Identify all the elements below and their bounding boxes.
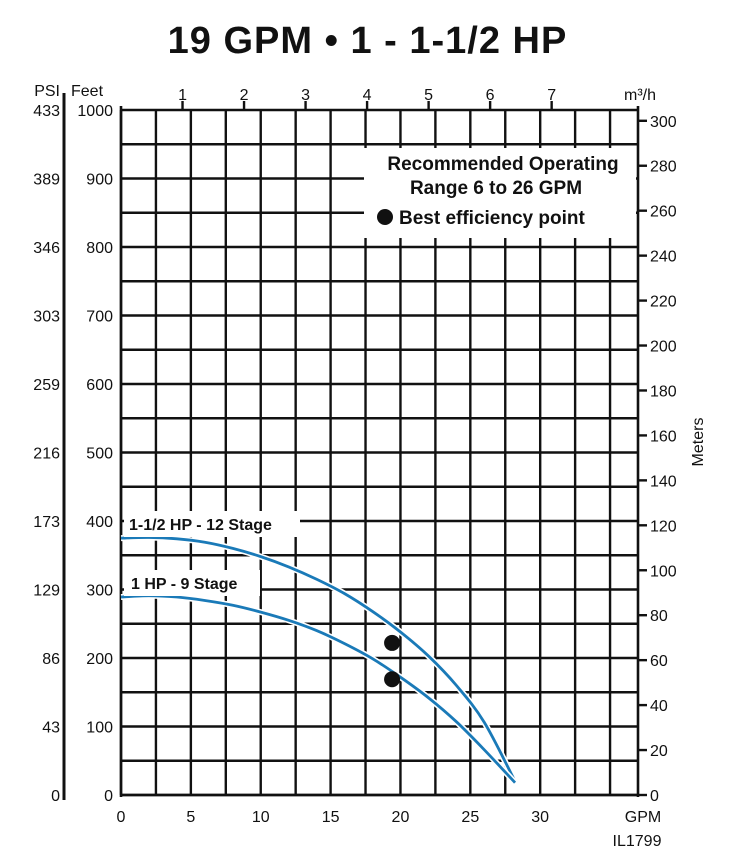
x-tick-label: 5 [186, 809, 195, 826]
top-axis-tick-label: 6 [486, 87, 495, 104]
right-axis-tick-label: 300 [650, 114, 677, 131]
y-tick-label-feet: 900 [86, 172, 113, 189]
legend-title: Recommended Operating [387, 154, 618, 175]
y-tick-label-psi: 433 [33, 103, 60, 120]
y-tick-label-feet: 600 [86, 377, 113, 394]
right-axis-tick-label: 220 [650, 294, 677, 311]
curve-label-bg-15hp [124, 511, 300, 537]
right-axis-tick-label: 20 [650, 743, 668, 760]
y-tick-label-psi: 259 [33, 377, 60, 394]
y-tick-label-psi: 0 [51, 788, 60, 805]
y-tick-label-psi: 43 [42, 720, 60, 737]
x-tick-label: 30 [531, 809, 549, 826]
top-axis-tick-label: 3 [301, 87, 310, 104]
y-tick-label-feet: 300 [86, 583, 113, 600]
x-tick-label: 20 [392, 809, 410, 826]
bep-point-0 [384, 634, 401, 651]
y-tick-label-feet: 700 [86, 309, 113, 326]
x-tick-label: 15 [322, 809, 340, 826]
axis-layer: 0 5 10 15 20 25 30 GPMIL17990010043200863001294… [33, 83, 707, 850]
right-axis-tick-label: 60 [650, 653, 668, 670]
right-axis-tick-label: 280 [650, 159, 677, 176]
right-axis-tick-label: 140 [650, 473, 677, 490]
curve-label-15hp: 1-1/2 HP - 12 Stage [129, 517, 272, 534]
top-axis-tick-label: 7 [547, 87, 556, 104]
y-tick-label-psi: 129 [33, 583, 60, 600]
y-tick-label-psi: 346 [33, 240, 60, 257]
x-tick-label: 25 [461, 809, 479, 826]
right-axis-tick-label: 40 [650, 698, 668, 715]
right-axis-tick-label: 240 [650, 249, 677, 266]
y-tick-label-feet: 200 [86, 651, 113, 668]
x-tick-label: 10 [252, 809, 270, 826]
curve-label-bg-1hp [124, 570, 260, 596]
right-axis-tick-label: 260 [650, 204, 677, 221]
right-axis-tick-label: 100 [650, 563, 677, 580]
top-axis-tick-label: 1 [178, 87, 187, 104]
bep-point-1 [384, 671, 401, 688]
y-tick-label-feet: 1000 [77, 103, 113, 120]
right-axis-tick-label: 160 [650, 428, 677, 445]
figure-code: IL1799 [613, 833, 662, 850]
top-axis-tick-label: 2 [240, 87, 249, 104]
legend-range: Range 6 to 26 GPM [410, 178, 582, 199]
y-tick-label-feet: 400 [86, 514, 113, 531]
y-tick-label-psi: 173 [33, 514, 60, 531]
legend-bep-marker [377, 209, 393, 225]
y-tick-label-feet: 0 [104, 788, 113, 805]
pump-curve-0 [120, 536, 517, 782]
top-axis-tick-label: 5 [424, 87, 433, 104]
right-axis-tick-label: 0 [650, 788, 659, 805]
right-axis-tick-label: 80 [650, 608, 668, 625]
y-tick-label-feet: 500 [86, 446, 113, 463]
x-tick-label: 0 [117, 809, 126, 826]
y-tick-label-psi: 86 [42, 651, 60, 668]
feet-axis-label: Feet [71, 83, 104, 100]
y-tick-label-psi: 389 [33, 172, 60, 189]
right-axis-tick-label: 120 [650, 518, 677, 535]
pump-curve-1 [120, 594, 517, 784]
curve-label-1hp: 1 HP - 9 Stage [131, 576, 238, 593]
right-axis-tick-label: 200 [650, 339, 677, 356]
chart-title: 19 GPM • 1 - 1-1/2 HP [167, 20, 568, 62]
legend-bep-label: Best efficiency point [399, 208, 585, 229]
legend-box [364, 148, 636, 238]
y-tick-label-feet: 100 [86, 720, 113, 737]
y-tick-label-feet: 800 [86, 240, 113, 257]
right-axis-tick-label: 180 [650, 383, 677, 400]
top-axis-label: m³/h [624, 87, 656, 104]
right-axis-label: Meters [690, 418, 707, 467]
y-tick-label-psi: 303 [33, 309, 60, 326]
psi-axis-label: PSI [34, 83, 60, 100]
y-tick-label-psi: 216 [33, 446, 60, 463]
top-axis-tick-label: 4 [363, 87, 372, 104]
curve-layer [120, 534, 518, 785]
x-axis-label: GPM [625, 809, 661, 826]
